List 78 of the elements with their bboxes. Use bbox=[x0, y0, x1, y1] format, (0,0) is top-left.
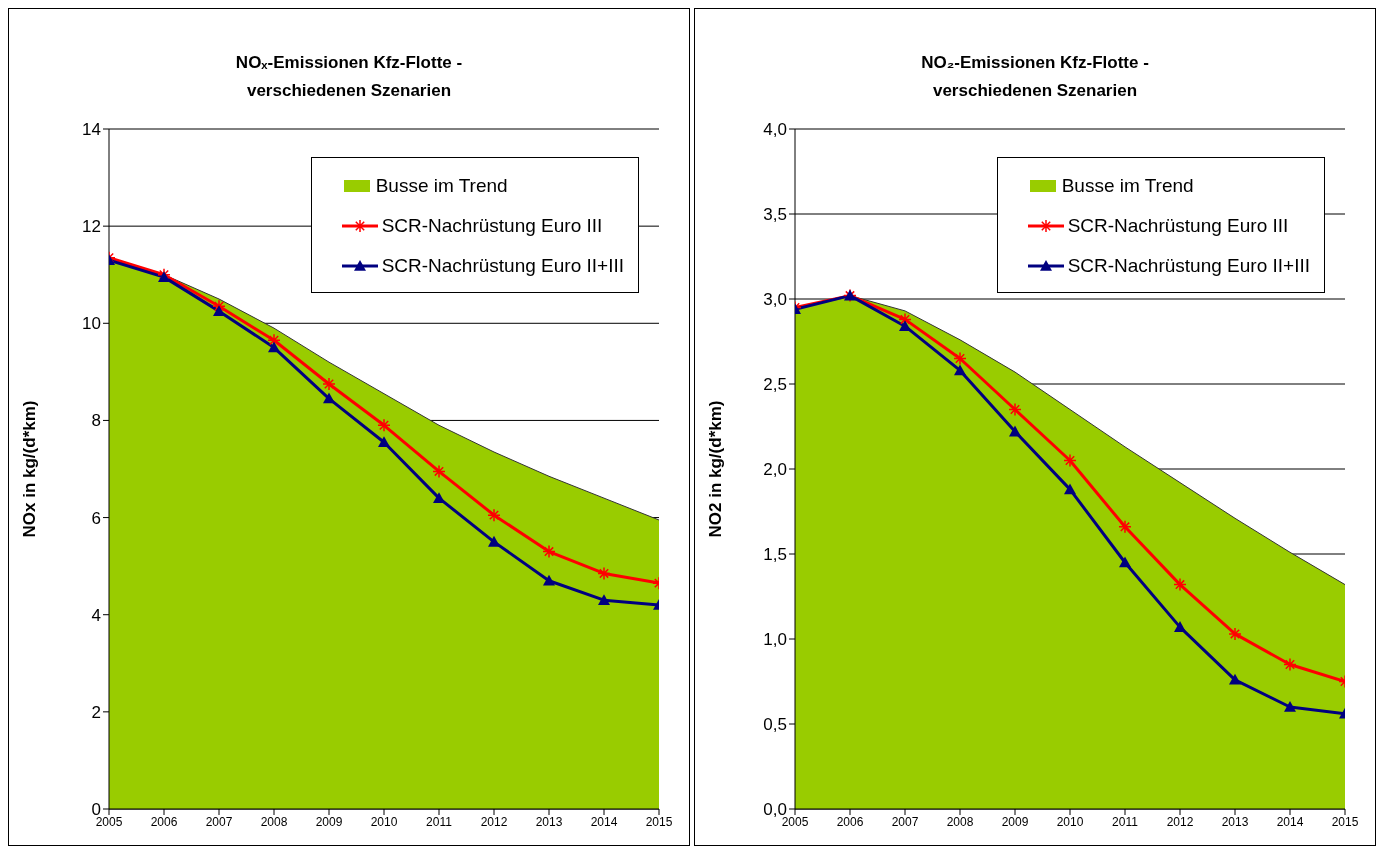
x-tick-label: 2011 bbox=[426, 814, 453, 829]
point bbox=[1064, 483, 1076, 495]
y-tick-label: 6 bbox=[91, 508, 101, 528]
x-tick-label: 2010 bbox=[1056, 814, 1084, 829]
x-tick-label: 2012 bbox=[1166, 814, 1194, 829]
x-tick-label: 2013 bbox=[535, 814, 563, 829]
point bbox=[954, 364, 966, 376]
y-tick-label: 1,5 bbox=[763, 545, 787, 565]
y-tick-label: 12 bbox=[82, 217, 101, 237]
x-tick-label: 2005 bbox=[95, 814, 123, 829]
x-tick-label: 2013 bbox=[1221, 814, 1249, 829]
point bbox=[542, 544, 556, 559]
x-tick-label: 2007 bbox=[205, 814, 233, 829]
legend-label: Busse im Trend bbox=[375, 175, 508, 197]
point bbox=[1229, 673, 1241, 685]
point bbox=[953, 351, 967, 366]
y-tick-label: 14 bbox=[82, 120, 101, 140]
point bbox=[1118, 520, 1132, 534]
y-tick-label: 0,5 bbox=[763, 715, 787, 735]
legend-label: SCR-Nachrüstung Euro III bbox=[381, 215, 603, 237]
x-tick-label: 2006 bbox=[836, 814, 864, 829]
legend-label: SCR-Nachrüstung Euro II+III bbox=[381, 255, 624, 277]
point bbox=[432, 464, 446, 479]
x-tick-label: 2007 bbox=[891, 814, 919, 829]
y-tick-label: 8 bbox=[91, 411, 101, 431]
y-tick-label: 2,0 bbox=[763, 460, 787, 480]
point bbox=[1119, 556, 1131, 568]
y-tick-label: 2 bbox=[91, 702, 101, 722]
x-tick-label: 2015 bbox=[645, 814, 673, 829]
point bbox=[323, 392, 335, 404]
y-axis-title: NOx in kg/(d*km) bbox=[20, 400, 40, 538]
point bbox=[268, 341, 280, 353]
y-tick-label: 1,0 bbox=[763, 630, 787, 650]
legend-label: SCR-Nachrüstung Euro II+III bbox=[1067, 255, 1310, 277]
point bbox=[1063, 453, 1077, 468]
point bbox=[898, 312, 912, 327]
y-tick-label: 10 bbox=[82, 314, 101, 334]
point bbox=[377, 418, 391, 433]
y-tick-label: 4 bbox=[91, 605, 101, 625]
x-tick-label: 2011 bbox=[1112, 814, 1139, 829]
x-tick-label: 2014 bbox=[1276, 814, 1304, 829]
x-tick-label: 2008 bbox=[946, 814, 974, 829]
point bbox=[543, 574, 555, 586]
point bbox=[487, 508, 501, 522]
point bbox=[1174, 621, 1186, 632]
point bbox=[1283, 657, 1297, 672]
x-tick-label: 2009 bbox=[1001, 814, 1029, 829]
legend-label: Busse im Trend bbox=[1061, 175, 1194, 197]
point bbox=[488, 535, 500, 547]
chart-title: NO₂-Emissionen Kfz-Flotte - verschiedenen Szenarien bbox=[920, 52, 1150, 102]
x-tick-label: 2015 bbox=[1331, 814, 1359, 829]
point bbox=[322, 377, 336, 391]
point bbox=[598, 594, 610, 605]
x-tick-label: 2010 bbox=[370, 814, 398, 829]
y-tick-label: 3,0 bbox=[763, 290, 787, 310]
chart-title: NOₓ-Emissionen Kfz-Flotte - verschiedenen Szenarien bbox=[234, 52, 464, 102]
point bbox=[1009, 425, 1021, 437]
point bbox=[1008, 402, 1022, 417]
point bbox=[597, 566, 611, 581]
point bbox=[213, 305, 225, 316]
y-tick-label: 3,5 bbox=[763, 205, 787, 225]
point bbox=[1228, 627, 1242, 641]
legend-label: SCR-Nachrüstung Euro III bbox=[1067, 215, 1289, 237]
point bbox=[1284, 701, 1296, 712]
point bbox=[433, 492, 445, 503]
point bbox=[899, 320, 911, 331]
x-tick-label: 2012 bbox=[480, 814, 508, 829]
x-tick-label: 2006 bbox=[150, 814, 178, 829]
point bbox=[378, 436, 390, 448]
point bbox=[158, 271, 170, 282]
y-axis-title: NO2 in kg/(d*km) bbox=[706, 400, 726, 538]
x-tick-label: 2009 bbox=[315, 814, 343, 829]
y-tick-label: 4,0 bbox=[763, 120, 787, 140]
x-tick-label: 2005 bbox=[781, 814, 809, 829]
point bbox=[1173, 577, 1187, 592]
y-tick-label: 2,5 bbox=[763, 375, 787, 395]
x-tick-label: 2008 bbox=[260, 814, 288, 829]
x-tick-label: 2014 bbox=[590, 814, 618, 829]
